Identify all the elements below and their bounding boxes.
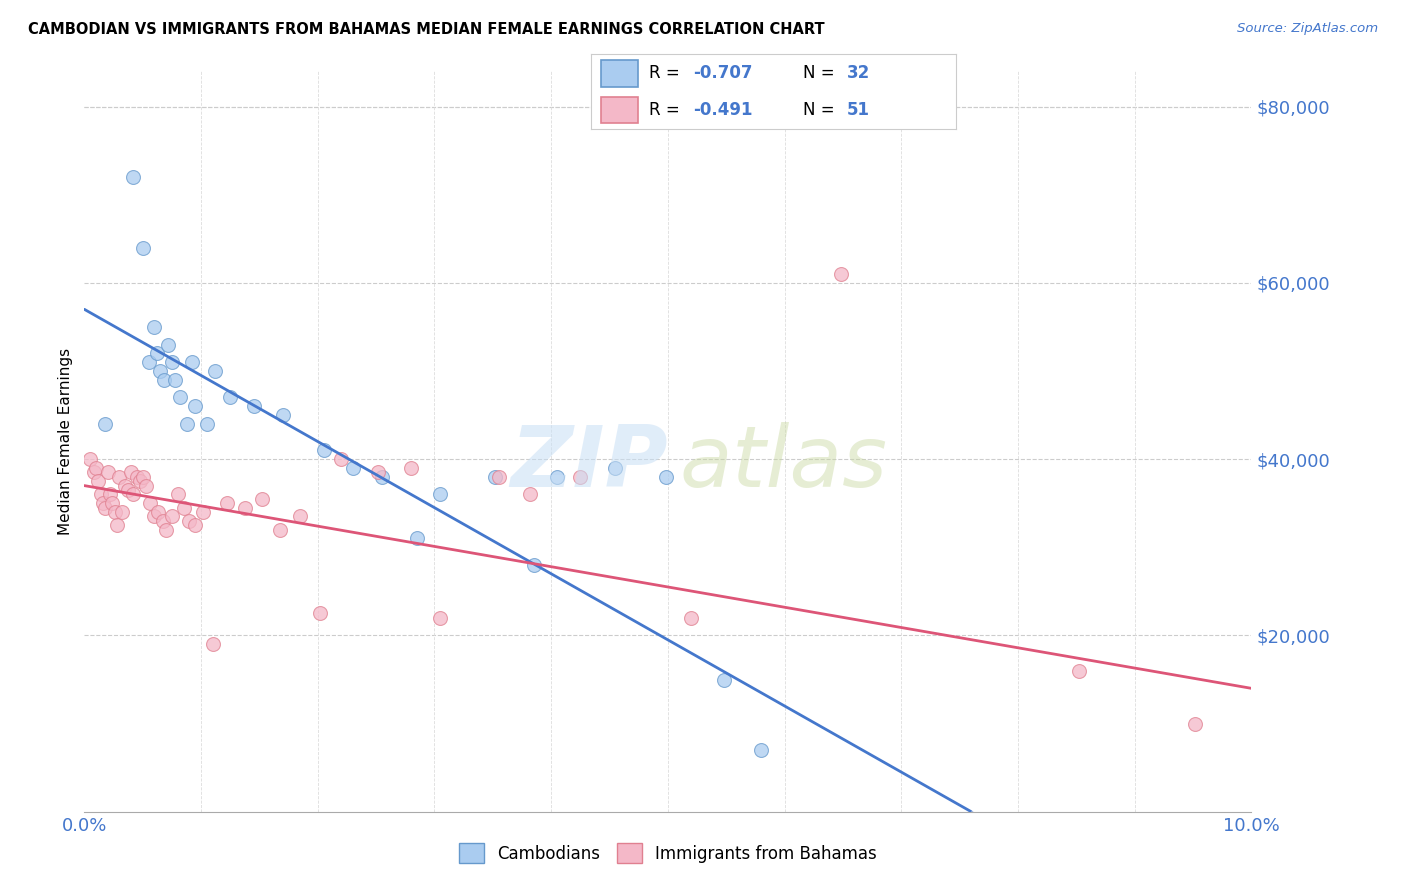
Point bbox=[145, 346, 167, 360]
Text: R =: R = bbox=[650, 64, 685, 82]
Point bbox=[125, 470, 148, 484]
Point bbox=[271, 408, 294, 422]
Point bbox=[105, 518, 128, 533]
Legend: Cambodians, Immigrants from Bahamas: Cambodians, Immigrants from Bahamas bbox=[453, 837, 883, 870]
Point bbox=[290, 509, 312, 524]
Point bbox=[160, 355, 183, 369]
Point bbox=[176, 417, 198, 431]
Point bbox=[97, 466, 120, 480]
Point bbox=[132, 241, 155, 255]
Point bbox=[114, 478, 136, 492]
Y-axis label: Median Female Earnings: Median Female Earnings bbox=[58, 348, 73, 535]
Point bbox=[98, 487, 121, 501]
Point bbox=[146, 505, 169, 519]
Point bbox=[111, 505, 134, 519]
Point bbox=[132, 470, 155, 484]
Point bbox=[117, 483, 139, 497]
Point bbox=[1184, 716, 1206, 731]
Point bbox=[830, 267, 852, 281]
Point bbox=[169, 391, 191, 405]
Point bbox=[94, 417, 117, 431]
Text: ZIP: ZIP bbox=[510, 422, 668, 505]
Point bbox=[101, 496, 124, 510]
Point bbox=[173, 500, 195, 515]
Point bbox=[143, 320, 166, 334]
Point bbox=[484, 470, 506, 484]
Point bbox=[215, 496, 238, 510]
Point bbox=[749, 743, 772, 757]
Text: 51: 51 bbox=[846, 101, 869, 119]
Point bbox=[242, 399, 264, 413]
FancyBboxPatch shape bbox=[602, 61, 638, 87]
Point bbox=[138, 496, 160, 510]
Point bbox=[1067, 664, 1090, 678]
Point bbox=[713, 673, 735, 687]
Point bbox=[201, 637, 224, 651]
Point bbox=[429, 487, 451, 501]
Point bbox=[122, 487, 145, 501]
Point bbox=[342, 461, 364, 475]
Point bbox=[546, 470, 568, 484]
Point bbox=[312, 443, 335, 458]
Text: 32: 32 bbox=[846, 64, 870, 82]
Point bbox=[84, 461, 107, 475]
Text: -0.491: -0.491 bbox=[693, 101, 752, 119]
Point bbox=[87, 474, 110, 488]
Point bbox=[157, 337, 180, 351]
Point bbox=[135, 478, 157, 492]
Point bbox=[149, 364, 172, 378]
Point bbox=[122, 170, 145, 185]
Point bbox=[184, 518, 207, 533]
Point bbox=[160, 509, 183, 524]
Point bbox=[523, 558, 546, 572]
Point bbox=[367, 466, 389, 480]
Point bbox=[406, 532, 429, 546]
Point bbox=[83, 466, 105, 480]
Text: -0.707: -0.707 bbox=[693, 64, 752, 82]
Text: atlas: atlas bbox=[679, 422, 887, 505]
Point bbox=[91, 496, 114, 510]
Point bbox=[219, 391, 242, 405]
Point bbox=[309, 607, 332, 621]
Point bbox=[90, 487, 112, 501]
Point bbox=[108, 470, 131, 484]
Point bbox=[79, 452, 101, 467]
Point bbox=[129, 474, 152, 488]
Point bbox=[155, 523, 177, 537]
Point bbox=[193, 505, 215, 519]
Point bbox=[429, 611, 451, 625]
Point bbox=[179, 514, 201, 528]
Point bbox=[519, 487, 541, 501]
Point bbox=[195, 417, 218, 431]
Point bbox=[152, 373, 174, 387]
Point bbox=[250, 491, 273, 506]
Point bbox=[681, 611, 703, 625]
Point bbox=[399, 461, 422, 475]
Text: Source: ZipAtlas.com: Source: ZipAtlas.com bbox=[1237, 22, 1378, 36]
Point bbox=[371, 470, 394, 484]
Point bbox=[269, 523, 291, 537]
Text: R =: R = bbox=[650, 101, 685, 119]
Point bbox=[180, 355, 202, 369]
Point bbox=[120, 466, 142, 480]
Text: N =: N = bbox=[803, 64, 839, 82]
Point bbox=[654, 470, 676, 484]
Point bbox=[330, 452, 353, 467]
Point bbox=[235, 500, 257, 515]
Point bbox=[166, 487, 188, 501]
Point bbox=[143, 509, 166, 524]
Point bbox=[165, 373, 187, 387]
Point bbox=[605, 461, 627, 475]
Text: N =: N = bbox=[803, 101, 839, 119]
Point bbox=[569, 470, 592, 484]
Text: CAMBODIAN VS IMMIGRANTS FROM BAHAMAS MEDIAN FEMALE EARNINGS CORRELATION CHART: CAMBODIAN VS IMMIGRANTS FROM BAHAMAS MED… bbox=[28, 22, 825, 37]
Point bbox=[184, 399, 207, 413]
Point bbox=[104, 505, 127, 519]
Point bbox=[204, 364, 226, 378]
Point bbox=[488, 470, 510, 484]
Point bbox=[138, 355, 160, 369]
FancyBboxPatch shape bbox=[602, 96, 638, 123]
Point bbox=[94, 500, 117, 515]
Point bbox=[152, 514, 174, 528]
